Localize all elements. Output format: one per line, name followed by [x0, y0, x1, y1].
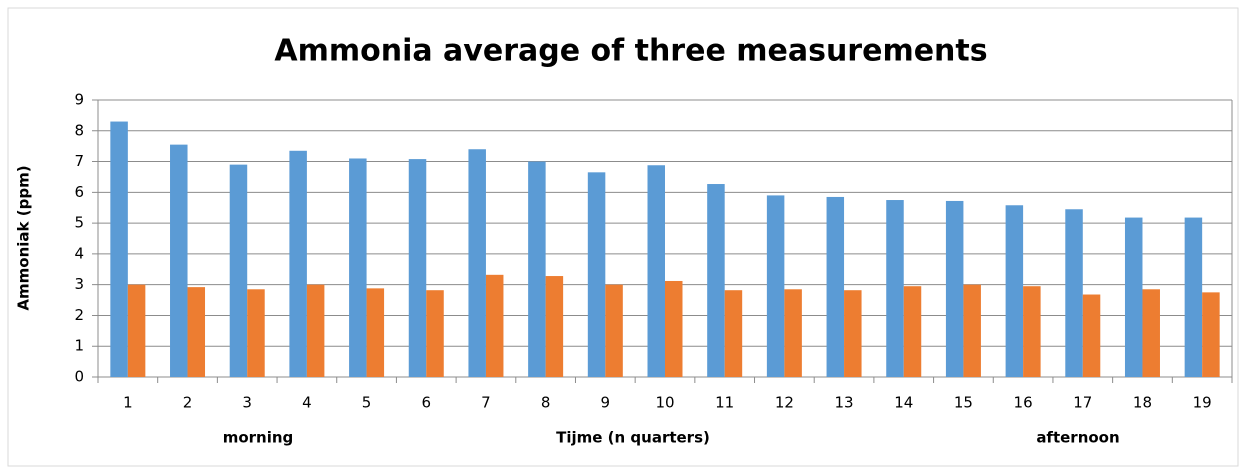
bar: [545, 276, 564, 377]
bar: [349, 158, 367, 377]
x-axis-label: Tijme (n quarters): [556, 429, 710, 447]
bar: [1184, 217, 1203, 377]
bar: [289, 150, 307, 377]
y-axis-label: Ammoniak (ppm): [15, 165, 33, 310]
y-tick-label: 9: [74, 91, 84, 109]
x-tick-label: 18: [1133, 394, 1152, 412]
bar: [724, 290, 743, 377]
bar: [366, 288, 385, 377]
chart-border: [7, 7, 1239, 467]
y-tick-label: 4: [74, 244, 84, 262]
chart-title: Ammonia average of three measurements: [274, 34, 987, 69]
bar: [766, 195, 785, 377]
y-tick-label: 3: [74, 275, 84, 293]
bar: [408, 159, 427, 377]
x-tick-label: 16: [1014, 394, 1033, 412]
y-tick-label: 0: [74, 368, 84, 386]
bar: [784, 289, 802, 377]
y-tick-label: 7: [74, 152, 84, 170]
bar: [1124, 217, 1143, 377]
y-tick-label: 8: [74, 121, 84, 139]
y-tick-label: 2: [74, 306, 84, 324]
bar: [1065, 209, 1083, 377]
bar: [528, 161, 546, 377]
bar: [945, 200, 964, 377]
x-tick-label: 12: [775, 394, 794, 412]
x-tick-label: 13: [835, 394, 854, 412]
x-tick-label: 5: [362, 394, 372, 412]
x-tick-label: 6: [421, 394, 431, 412]
bar: [1142, 289, 1160, 377]
x-tick-label: 15: [954, 394, 973, 412]
bar: [587, 172, 606, 377]
bar: [247, 289, 265, 377]
bar: [826, 196, 845, 377]
bar: [605, 284, 623, 377]
bar: [707, 184, 725, 377]
x-tick-label: 10: [655, 394, 674, 412]
x-tick-label: 4: [302, 394, 312, 412]
bar: [187, 287, 206, 377]
bar: [306, 284, 325, 377]
annotation: morning: [223, 429, 294, 447]
bar: [1202, 292, 1220, 377]
bar: [110, 121, 128, 378]
x-tick-label: 19: [1193, 394, 1212, 412]
y-tick-label: 6: [74, 183, 84, 201]
bar: [468, 149, 486, 377]
x-tick-label: 7: [481, 394, 491, 412]
bar: [963, 284, 981, 377]
bar: [170, 144, 188, 377]
bar: [1082, 294, 1101, 377]
x-tick-label: 3: [242, 394, 252, 412]
x-tick-label: 14: [894, 394, 913, 412]
bar: [426, 290, 444, 377]
x-tick-label: 2: [183, 394, 193, 412]
bar: [903, 286, 922, 377]
bar: [665, 280, 683, 377]
x-tick-label: 1: [123, 394, 133, 412]
bar: [127, 284, 146, 377]
y-tick-label: 5: [74, 214, 84, 232]
bar: [229, 164, 248, 377]
y-tick-label: 1: [74, 337, 84, 355]
x-tick-label: 9: [601, 394, 611, 412]
bar: [1023, 286, 1041, 377]
bar: [485, 274, 504, 377]
x-tick-label: 11: [715, 394, 734, 412]
x-tick-label: 17: [1073, 394, 1092, 412]
annotation: afternoon: [1036, 429, 1119, 447]
bar: [844, 290, 862, 377]
bar: [886, 200, 904, 377]
bar: [647, 165, 665, 377]
bar: [1005, 205, 1024, 377]
x-tick-label: 8: [541, 394, 551, 412]
